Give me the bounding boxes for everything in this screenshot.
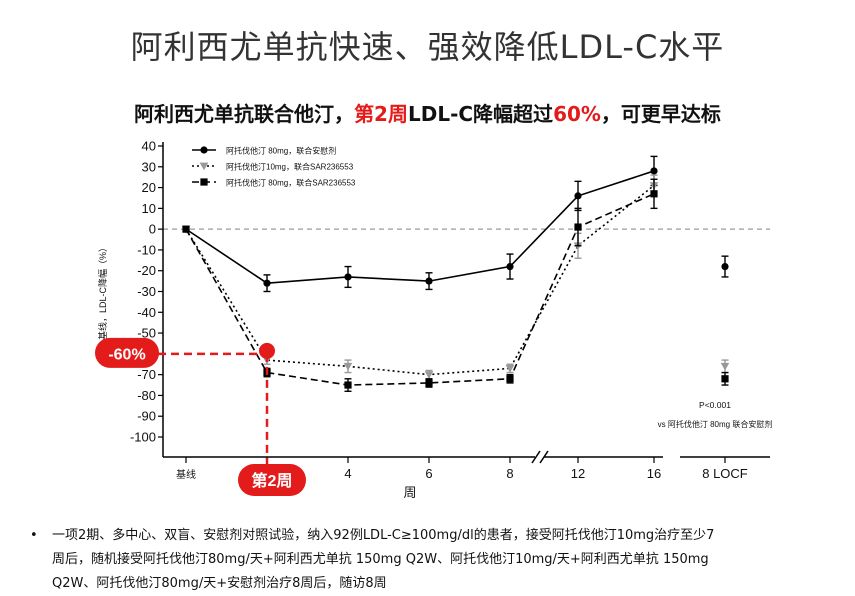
footnote-bullet: • [30, 528, 38, 543]
pvalue-note: vs 阿托伐他汀 80mg 联合安慰剂 [658, 419, 773, 429]
x-tick-label: 8 LOCF [702, 466, 748, 481]
callout-point [259, 342, 275, 359]
x-tick-label: 16 [647, 466, 661, 481]
series-3-point [182, 225, 190, 233]
series-3-locf-point [721, 375, 729, 383]
footnote-line-2: 周后，随机接受阿托伐他汀80mg/天+阿利西尤单抗 150mg Q2W、阿托伐他… [52, 552, 709, 567]
headline-part3: LDL-C降幅超过 [407, 102, 554, 126]
series-3-point [650, 190, 658, 198]
y-tick-label: 10 [142, 201, 156, 216]
chart-headline: 阿利西尤单抗联合他汀，第2周LDL-C降幅超过60%，可更早达标 [0, 98, 855, 127]
page-title: 阿利西尤单抗快速、强效降低LDL-C水平 [130, 28, 725, 66]
x-tick-label: 12 [571, 466, 585, 481]
y-tick-label: -80 [137, 388, 156, 403]
headline-week: 第2周 [354, 102, 408, 126]
y-tick-label: 40 [142, 139, 156, 154]
headline-part1: 阿利西尤单抗联合他汀， [134, 102, 355, 126]
y-tick-label: -40 [137, 305, 156, 320]
series-1-point [506, 262, 514, 271]
ldl-reduction-chart: 403020100-10-20-30-40-50-60-70-80-90-100… [95, 139, 773, 500]
legend-label: 阿托伐他汀 80mg，联合SAR236553 [226, 178, 356, 188]
series-3-point [506, 375, 514, 383]
series-3-line [185, 193, 655, 386]
week-callout-text: 第2周 [252, 471, 293, 490]
x-axis-title: 周 [403, 485, 416, 500]
pvalue-label: P<0.001 [699, 400, 731, 410]
legend-label: 阿托伐他汀 80mg，联合安慰剂 [226, 146, 336, 156]
legend-marker [200, 146, 208, 154]
y-tick-label: -70 [137, 367, 156, 382]
y-tick-label: 30 [142, 159, 156, 174]
series-3-point [344, 381, 352, 389]
series-2-point [343, 362, 353, 371]
series-2-point [424, 371, 434, 379]
series-3-point [574, 223, 582, 231]
series-1-point [344, 273, 352, 281]
legend-marker [200, 178, 208, 186]
x-tick-label: 8 [506, 466, 513, 481]
y-tick-label: -100 [130, 430, 156, 445]
footnote-line-1: 一项2期、多中心、双盲、安慰剂对照试验，纳入92例LDL-C≥100mg/dl的… [52, 528, 715, 543]
axis-break-mark [531, 450, 541, 464]
percent-callout-text: -60% [108, 346, 145, 363]
series-1-point [263, 279, 271, 287]
series-2-locf-point [720, 362, 730, 371]
headline-part5: ，可更早达标 [600, 102, 721, 126]
series-1-point [574, 192, 582, 200]
percent-callout-badge [95, 337, 159, 368]
y-tick-label: -90 [137, 409, 156, 424]
x-tick-label: 6 [425, 466, 432, 481]
footnote-line-3: Q2W、阿托伐他汀80mg/天+安慰剂治疗8周后，随访8周 [52, 576, 387, 591]
series-3-point [425, 379, 433, 387]
y-tick-label: -10 [137, 242, 156, 257]
legend-label: 阿托伐他汀10mg，联合SAR236553 [226, 162, 354, 172]
y-tick-label: 0 [149, 222, 156, 237]
study-footnote: • 一项2期、多中心、双盲、安慰剂对照试验，纳入92例LDL-C≥100mg/d… [30, 524, 820, 596]
headline-percent: 60% [553, 102, 601, 126]
legend-marker [199, 162, 209, 171]
axis-break-mark [539, 450, 549, 464]
series-1-point [425, 277, 433, 285]
y-tick-label: -30 [137, 284, 156, 299]
y-tick-label: 20 [142, 180, 156, 195]
x-tick-label: 4 [344, 466, 351, 481]
series-1-locf-point [721, 262, 729, 271]
week-callout-badge [238, 464, 306, 496]
series-2-point [505, 365, 515, 373]
y-tick-label: -20 [137, 263, 156, 278]
y-axis-title: 基线，LDL-C降幅（%） [97, 243, 108, 340]
y-tick-label: -50 [137, 326, 156, 341]
x-tick-label: 基线 [176, 468, 196, 481]
series-1-point [650, 167, 658, 175]
series-1-line [185, 170, 655, 285]
